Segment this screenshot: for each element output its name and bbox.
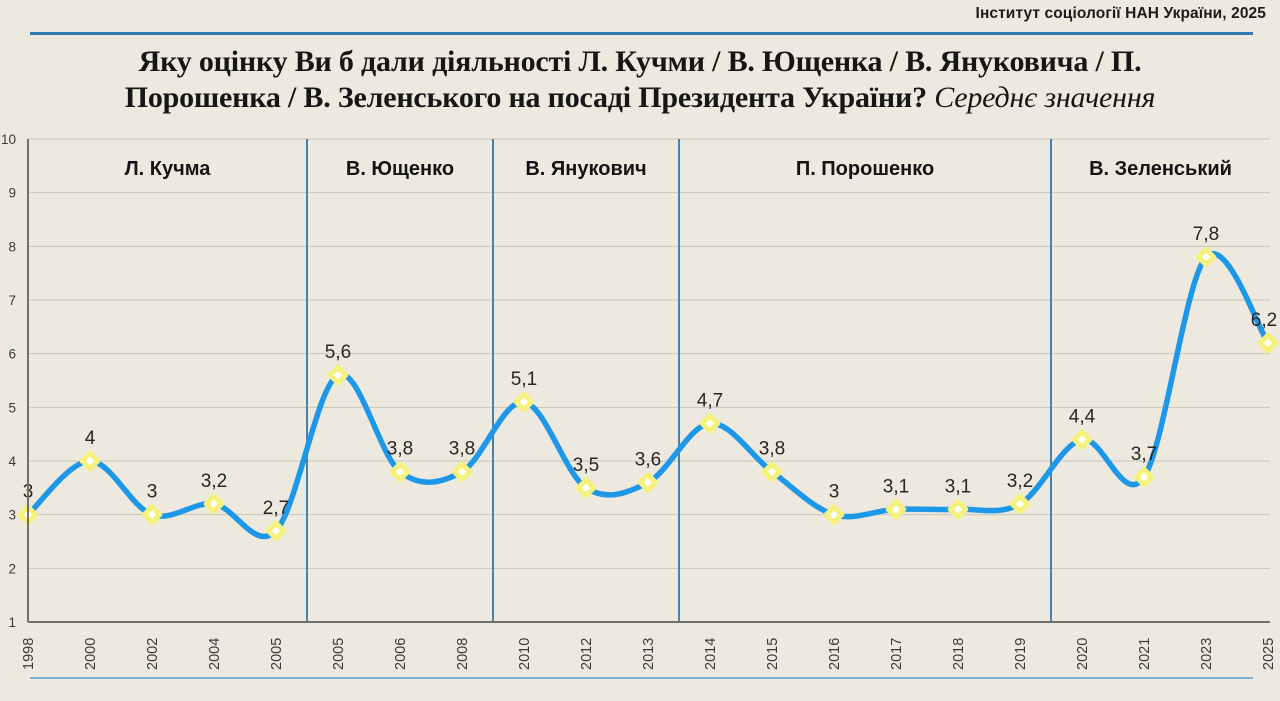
data-point-marker-center bbox=[892, 505, 900, 514]
section-label: П. Порошенко bbox=[796, 158, 934, 180]
data-point-label: 3,1 bbox=[945, 476, 971, 497]
x-axis-tick-label: 2006 bbox=[393, 638, 409, 670]
section-label: В. Ющенко bbox=[346, 158, 454, 180]
data-point-label: 3,5 bbox=[573, 455, 599, 476]
section-label: Л. Кучма bbox=[125, 158, 212, 180]
x-axis-tick-label: 2008 bbox=[455, 638, 471, 670]
data-point-marker-center bbox=[458, 467, 466, 476]
y-axis-tick-label: 4 bbox=[8, 454, 16, 469]
chart-title-line1: Яку оцінку Ви б дали діяльності Л. Кучми… bbox=[138, 45, 1142, 78]
data-point-label: 4,4 bbox=[1069, 407, 1096, 428]
data-point-label: 3,8 bbox=[759, 439, 785, 460]
data-point-marker-center bbox=[1016, 500, 1024, 508]
data-point-marker-center bbox=[396, 467, 404, 476]
x-axis-tick-label: 2002 bbox=[145, 638, 161, 670]
y-axis-tick-label: 6 bbox=[8, 347, 16, 362]
data-point-label: 3,8 bbox=[449, 439, 475, 460]
footer-divider-line bbox=[30, 677, 1253, 679]
data-point-marker-center bbox=[1202, 253, 1210, 261]
x-axis-tick-label: 2019 bbox=[1013, 638, 1029, 670]
data-point-label: 3 bbox=[829, 482, 840, 503]
y-axis-tick-label: 1 bbox=[8, 615, 16, 630]
x-axis-tick-label: 2017 bbox=[889, 638, 905, 670]
data-point-marker-center bbox=[644, 478, 652, 487]
chart-title: Яку оцінку Ви б дали діяльності Л. Кучми… bbox=[34, 44, 1246, 116]
y-axis-tick-label: 9 bbox=[8, 186, 16, 201]
source-attribution: Інститут соціології НАН України, 2025 bbox=[975, 5, 1266, 22]
x-axis-tick-label: 2020 bbox=[1075, 638, 1091, 670]
x-axis-tick-label: 2015 bbox=[765, 638, 781, 670]
data-point-marker-center bbox=[86, 457, 94, 465]
data-point-marker-center bbox=[768, 467, 776, 476]
data-point-marker-center bbox=[1264, 339, 1272, 347]
y-axis-tick-label: 7 bbox=[8, 293, 16, 308]
x-axis-tick-label: 2010 bbox=[517, 638, 533, 670]
data-point-marker-center bbox=[148, 510, 156, 519]
data-point-label: 3,7 bbox=[1131, 444, 1157, 465]
data-point-label: 4,7 bbox=[697, 390, 723, 411]
chart-title-subtitle: Середнє значення bbox=[934, 81, 1156, 114]
data-point-label: 6,2 bbox=[1251, 310, 1277, 331]
x-axis-tick-label: 1998 bbox=[21, 638, 37, 670]
y-axis-tick-label: 8 bbox=[8, 239, 16, 254]
chart-title-line2: Порошенка / В. Зеленського на посаді Пре… bbox=[124, 81, 1156, 114]
header-divider-line bbox=[30, 32, 1253, 35]
data-point-marker-center bbox=[334, 371, 342, 379]
y-axis-tick-label: 10 bbox=[1, 132, 16, 147]
data-point-marker-center bbox=[1140, 473, 1148, 481]
data-point-label: 4 bbox=[85, 428, 96, 449]
data-point-label: 7,8 bbox=[1193, 224, 1219, 245]
y-axis-tick-label: 5 bbox=[8, 400, 16, 415]
data-point-label: 3,2 bbox=[1007, 471, 1033, 492]
x-axis-tick-label: 2005 bbox=[331, 638, 347, 670]
x-axis-tick-label: 2000 bbox=[83, 638, 99, 670]
data-point-marker-center bbox=[954, 505, 962, 514]
data-point-marker-center bbox=[1078, 435, 1086, 444]
x-axis-tick-label: 2004 bbox=[207, 638, 223, 670]
section-label: В. Янукович bbox=[525, 158, 646, 180]
data-point-label: 3,1 bbox=[883, 476, 909, 497]
x-axis-tick-label: 2021 bbox=[1137, 638, 1153, 670]
data-point-marker-center bbox=[272, 526, 280, 535]
data-point-marker-center bbox=[582, 484, 590, 492]
data-point-label: 3,2 bbox=[201, 471, 227, 492]
x-axis-tick-label: 2014 bbox=[703, 638, 719, 670]
data-point-label: 2,7 bbox=[263, 498, 289, 519]
x-axis-tick-label: 2012 bbox=[579, 638, 595, 670]
data-point-label: 5,6 bbox=[325, 342, 351, 363]
data-point-marker-center bbox=[830, 510, 838, 519]
x-axis-tick-label: 2018 bbox=[951, 638, 967, 670]
data-point-label: 5,1 bbox=[511, 369, 537, 390]
x-axis-tick-label: 2016 bbox=[827, 638, 843, 670]
data-point-marker-center bbox=[520, 398, 528, 406]
data-point-label: 3,8 bbox=[387, 439, 413, 460]
x-axis-tick-label: 2023 bbox=[1199, 638, 1215, 670]
y-axis-tick-label: 3 bbox=[8, 508, 16, 523]
data-point-marker-center bbox=[706, 419, 714, 428]
section-label: В. Зеленський bbox=[1089, 158, 1232, 180]
data-point-marker-center bbox=[210, 500, 218, 508]
data-point-label: 3 bbox=[147, 482, 158, 503]
x-axis-tick-label: 2025 bbox=[1261, 638, 1277, 670]
data-point-label: 3,6 bbox=[635, 449, 661, 470]
x-axis-tick-label: 2005 bbox=[269, 638, 285, 670]
y-axis-tick-label: 2 bbox=[8, 561, 16, 576]
x-axis-tick-label: 2013 bbox=[641, 638, 657, 670]
